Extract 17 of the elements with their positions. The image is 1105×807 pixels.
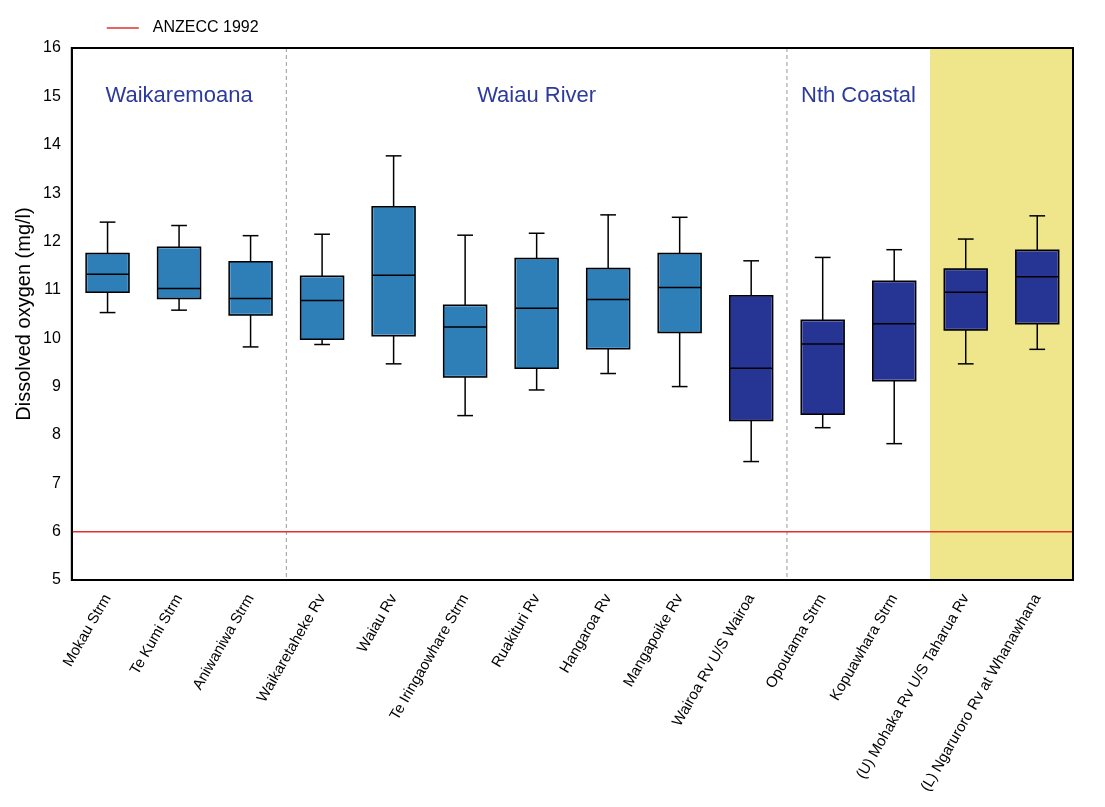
y-tick-label: 9 [51,376,61,394]
y-tick-label: 12 [43,231,61,249]
y-tick-label: 8 [51,425,61,443]
annotation: Nth Coastal [800,81,916,107]
y-tick-label: 14 [43,135,61,153]
annotation: Waikaremoana [105,81,254,107]
legend-label: ANZECC 1992 [152,18,259,36]
y-tick-label: 11 [44,280,61,298]
y-tick-label: 13 [43,183,61,201]
annotation: Waiau River [477,81,597,107]
y-tick-label: 10 [43,328,61,346]
y-tick-label: 15 [43,86,61,104]
y-axis-title: Dissolved oxygen (mg/l) [11,207,34,421]
y-tick-label: 7 [51,473,61,491]
y-tick-label: 16 [43,38,61,56]
y-tick-label: 6 [51,522,61,540]
y-tick-label: 5 [51,570,61,588]
